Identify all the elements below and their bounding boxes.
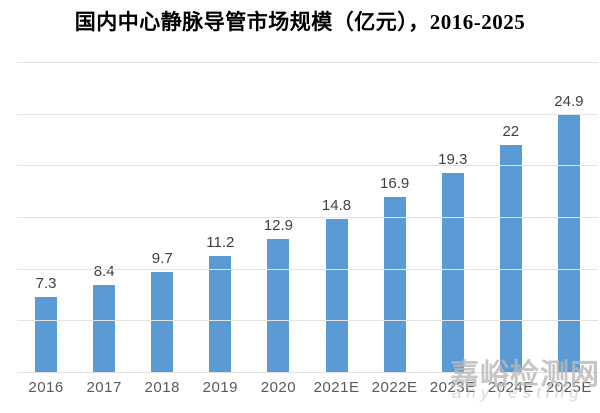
plot-area: 7.3 8.4 9.7 11.2 12.9 14.8 16.9 19.3 22 24.9 (17, 62, 598, 373)
gridline (17, 114, 598, 115)
bar (441, 172, 464, 372)
bar (209, 256, 232, 372)
bar-column: 11.2 (191, 62, 249, 372)
x-axis-tick-label: 2021E (313, 379, 360, 396)
bar-value-label: 14.8 (321, 197, 352, 215)
bars-container: 7.3 8.4 9.7 11.2 12.9 14.8 16.9 19.3 22 24.9 (17, 62, 598, 372)
bar-value-label: 16.9 (380, 175, 410, 193)
x-axis-tick-label: 2023E (429, 379, 476, 396)
bar-value-label: 24.9 (554, 92, 584, 110)
bar (499, 144, 522, 372)
bar-column: 16.9 (366, 62, 424, 372)
x-axis-tick-label: 2018 (144, 379, 180, 396)
bar-column: 22 (482, 62, 540, 372)
chart-title: 国内中心静脉导管市场规模（亿元），2016-2025 (74, 10, 526, 34)
bar-value-label: 22 (502, 122, 520, 140)
x-axis-tick-label: 2020 (260, 379, 297, 396)
gridline (17, 62, 598, 63)
bar-value-label: 11.2 (206, 234, 235, 252)
bar-value-label: 9.7 (151, 249, 173, 267)
bar (35, 296, 58, 372)
bar-value-label: 19.3 (438, 150, 468, 168)
bar-value-label: 12.9 (263, 216, 294, 234)
x-axis-tick-label: 2016 (28, 379, 64, 396)
gridline (17, 320, 598, 321)
x-axis-tick-label: 2025E (545, 379, 592, 396)
bar-column: 7.3 (17, 62, 75, 372)
x-axis-tick-label: 2024E (487, 379, 534, 396)
x-axis-tick-label: 2017 (86, 379, 122, 396)
bar-value-label: 8.4 (93, 263, 115, 281)
bar-column: 9.7 (133, 62, 191, 372)
bar (93, 285, 116, 372)
bar-column: 19.3 (424, 62, 482, 372)
bar (557, 114, 580, 372)
gridline (17, 165, 598, 166)
x-axis-labels: 2016 2017 2018 2019 2020 2021E 2022E 2023E 2024E… (17, 379, 598, 396)
gridline (17, 372, 598, 373)
gridline (17, 269, 598, 270)
x-axis-tick-label: 2019 (202, 379, 239, 396)
bar (151, 271, 174, 372)
gridline (17, 217, 598, 218)
bar-column: 12.9 (249, 62, 307, 372)
bar-column: 24.9 (540, 62, 598, 372)
bar (383, 197, 406, 372)
bar-value-label: 7.3 (35, 274, 57, 292)
bar-column: 8.4 (75, 62, 133, 372)
bar-column: 14.8 (307, 62, 365, 372)
bar (325, 219, 348, 372)
bar (267, 238, 290, 372)
x-axis-tick-label: 2022E (371, 379, 418, 396)
